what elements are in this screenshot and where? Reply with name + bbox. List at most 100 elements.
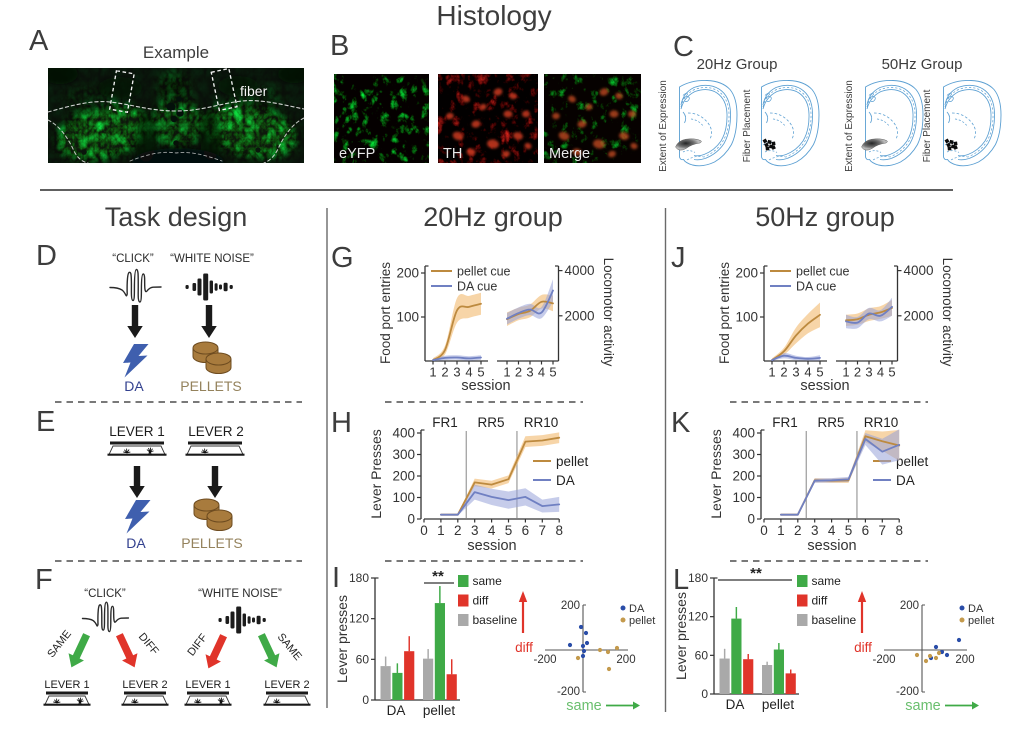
svg-text:8: 8	[895, 523, 903, 538]
svg-text:pellet: pellet	[968, 615, 994, 627]
svg-text:4: 4	[828, 523, 836, 538]
svg-text:20Hz group: 20Hz group	[423, 202, 563, 232]
svg-text:pellet: pellet	[629, 615, 655, 627]
svg-text:FR1: FR1	[432, 415, 458, 430]
svg-text:-200: -200	[896, 686, 919, 698]
svg-text:DA: DA	[556, 473, 575, 488]
svg-text:0: 0	[362, 693, 369, 707]
svg-text:5: 5	[549, 365, 556, 380]
svg-text:RR5: RR5	[817, 415, 844, 430]
svg-text:1: 1	[437, 523, 445, 538]
svg-text:4: 4	[804, 365, 811, 380]
svg-text:DA cue: DA cue	[796, 280, 836, 294]
svg-text:400: 400	[392, 426, 415, 441]
svg-text:same: same	[566, 698, 601, 714]
svg-text:pellet cue: pellet cue	[796, 265, 850, 279]
svg-text:1: 1	[503, 365, 510, 380]
svg-text:2: 2	[794, 523, 802, 538]
svg-text:6: 6	[522, 523, 530, 538]
svg-text:0: 0	[420, 523, 428, 538]
svg-text:60: 60	[356, 652, 370, 666]
svg-text:session: session	[800, 378, 849, 394]
svg-text:50Hz Group: 50Hz Group	[882, 56, 963, 73]
svg-text:Food port entries: Food port entries	[717, 262, 732, 364]
svg-text:3: 3	[865, 365, 872, 380]
svg-text:FR1: FR1	[772, 415, 798, 430]
svg-text:1: 1	[842, 365, 849, 380]
svg-text:DIFF: DIFF	[185, 632, 210, 659]
svg-text:300: 300	[732, 447, 755, 462]
svg-text:RR5: RR5	[477, 415, 504, 430]
svg-text:pellet: pellet	[762, 697, 795, 712]
svg-text:“CLICK”: “CLICK”	[84, 588, 126, 600]
svg-text:120: 120	[349, 612, 369, 626]
svg-text:4000: 4000	[904, 263, 934, 278]
svg-text:**: **	[750, 565, 762, 582]
svg-text:Lever Presses: Lever Presses	[368, 429, 384, 518]
svg-text:same: same	[812, 574, 842, 588]
svg-text:3: 3	[453, 365, 460, 380]
svg-text:5: 5	[888, 365, 895, 380]
svg-text:LEVER 1: LEVER 1	[44, 679, 89, 691]
svg-text:pellet: pellet	[896, 454, 929, 469]
svg-text:fiber: fiber	[240, 83, 268, 99]
svg-text:Lever Presses: Lever Presses	[708, 429, 724, 518]
svg-text:diff: diff	[854, 640, 872, 655]
svg-text:4: 4	[465, 365, 472, 380]
svg-text:DA: DA	[124, 378, 144, 394]
svg-text:5: 5	[505, 523, 513, 538]
svg-text:E: E	[36, 406, 55, 438]
svg-text:100: 100	[732, 490, 755, 505]
svg-text:Food port entries: Food port entries	[378, 262, 393, 364]
svg-text:Fiber Placement: Fiber Placement	[742, 89, 753, 162]
svg-text:A: A	[29, 25, 49, 57]
svg-text:L: L	[673, 564, 689, 596]
svg-text:**: **	[432, 568, 444, 585]
svg-text:4: 4	[877, 365, 884, 380]
svg-text:1: 1	[429, 365, 436, 380]
svg-text:“WHITE NOISE”: “WHITE NOISE”	[170, 253, 254, 265]
svg-text:2: 2	[780, 365, 787, 380]
svg-text:diff: diff	[515, 640, 533, 655]
svg-text:session: session	[467, 538, 516, 554]
svg-text:Lever presses: Lever presses	[334, 595, 350, 683]
svg-text:LEVER 1: LEVER 1	[109, 424, 165, 439]
svg-text:5: 5	[816, 365, 823, 380]
svg-text:I: I	[332, 562, 340, 594]
svg-text:-200: -200	[533, 654, 556, 666]
svg-text:DA: DA	[387, 703, 406, 718]
svg-text:4: 4	[488, 523, 496, 538]
svg-text:“CLICK”: “CLICK”	[112, 253, 154, 265]
svg-text:2000: 2000	[904, 308, 934, 323]
svg-text:F: F	[35, 564, 53, 596]
svg-text:DA: DA	[629, 603, 645, 615]
svg-text:3: 3	[811, 523, 819, 538]
svg-text:diff: diff	[473, 594, 489, 608]
svg-text:-200: -200	[557, 686, 580, 698]
svg-text:DA: DA	[896, 473, 915, 488]
svg-text:2: 2	[854, 365, 861, 380]
svg-text:DA: DA	[726, 697, 745, 712]
svg-text:120: 120	[688, 610, 708, 624]
svg-text:200: 200	[616, 654, 635, 666]
svg-text:20Hz Group: 20Hz Group	[697, 56, 778, 73]
svg-text:Merge: Merge	[549, 146, 590, 162]
svg-text:Lever presses: Lever presses	[673, 592, 689, 680]
svg-text:300: 300	[392, 447, 415, 462]
svg-text:pellet cue: pellet cue	[457, 265, 511, 279]
svg-text:session: session	[807, 538, 856, 554]
svg-text:3: 3	[792, 365, 799, 380]
svg-text:Locomotor activity: Locomotor activity	[601, 258, 616, 367]
svg-text:Task design: Task design	[105, 202, 248, 232]
svg-text:baseline: baseline	[812, 613, 857, 627]
svg-text:2: 2	[441, 365, 448, 380]
svg-text:100: 100	[392, 490, 415, 505]
svg-text:C: C	[673, 31, 694, 63]
svg-text:200: 200	[900, 600, 919, 612]
svg-text:0: 0	[407, 512, 415, 527]
svg-text:G: G	[331, 242, 354, 274]
svg-text:7: 7	[879, 523, 887, 538]
svg-text:6: 6	[862, 523, 870, 538]
svg-text:LEVER 2: LEVER 2	[188, 424, 244, 439]
svg-text:200: 200	[732, 469, 755, 484]
